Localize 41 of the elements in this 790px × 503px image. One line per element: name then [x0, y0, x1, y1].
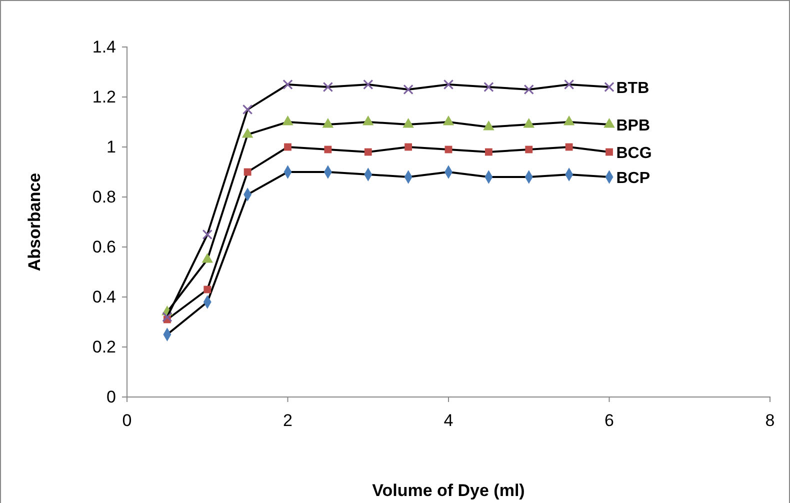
series-label: BCP [616, 170, 650, 187]
point [403, 84, 414, 95]
point [242, 104, 253, 115]
y-axis-title: Absorbance [25, 172, 44, 272]
y-tick-label: 0.4 [92, 287, 116, 306]
series-label: BCG [616, 145, 652, 162]
y-tick-label: 1.4 [92, 37, 116, 56]
point [484, 148, 492, 156]
point [322, 82, 334, 92]
point [606, 148, 613, 156]
point [162, 312, 172, 322]
point [324, 146, 332, 154]
point [484, 82, 494, 92]
point [604, 82, 614, 92]
y-tick-label: 0.2 [92, 337, 116, 356]
point [364, 148, 372, 156]
series-label: BTB [616, 80, 650, 97]
point [565, 143, 573, 151]
x-axis-title: Volume of Dye (ml) [372, 481, 525, 500]
point [524, 84, 534, 95]
y-tick-label: 0 [106, 387, 116, 406]
point [363, 79, 374, 90]
y-tick-label: 1.2 [92, 87, 116, 106]
series-label: BPB [616, 118, 650, 134]
x-tick-label: 4 [444, 411, 454, 430]
point [204, 286, 212, 294]
point [284, 143, 292, 151]
point [282, 79, 293, 90]
point [443, 79, 454, 90]
x-tick-label: 0 [122, 411, 132, 430]
y-tick-label: 0.8 [92, 187, 116, 206]
point [525, 146, 533, 154]
point [202, 229, 212, 240]
y-tick-label: 0.6 [92, 237, 116, 256]
point [404, 143, 412, 151]
x-tick-label: 8 [765, 411, 775, 430]
point [244, 168, 252, 176]
point [564, 79, 574, 90]
x-tick-label: 6 [604, 411, 614, 430]
x-tick-label: 2 [283, 411, 292, 430]
y-tick-label: 1 [106, 137, 116, 156]
